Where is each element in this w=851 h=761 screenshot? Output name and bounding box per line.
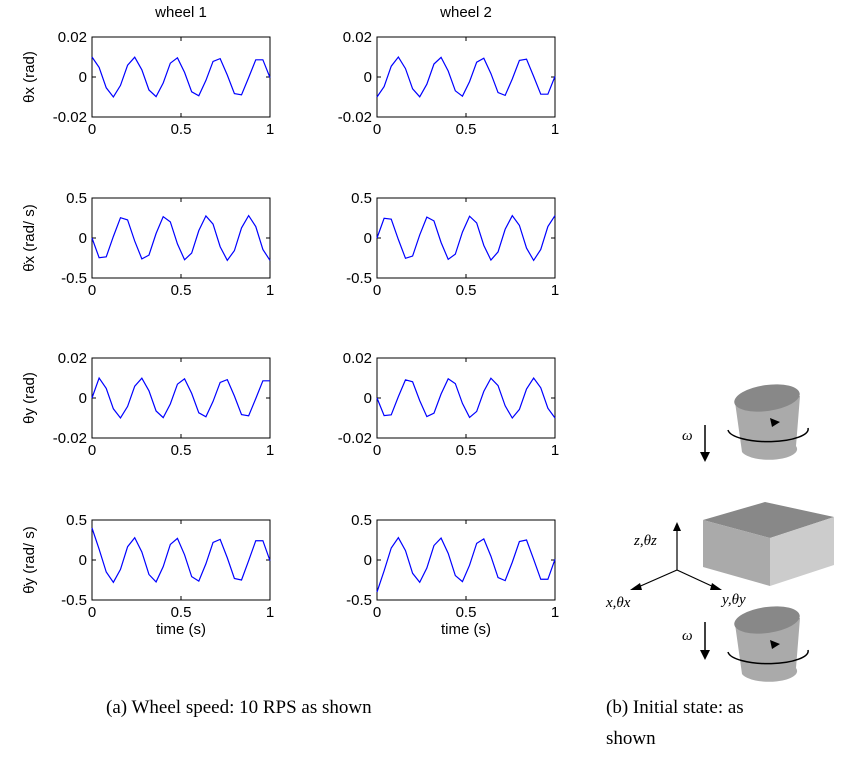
y-tick-label: 0 bbox=[364, 69, 372, 86]
x-tick-label: 0 bbox=[88, 442, 96, 459]
caption-b: shown bbox=[606, 728, 656, 749]
diagram: ω z,θz x,θx y,θy ω bbox=[605, 381, 834, 682]
plot-title: wheel 2 bbox=[439, 4, 492, 21]
y-tick-label: -0.5 bbox=[346, 592, 372, 609]
y-tick-label: -0.02 bbox=[53, 430, 87, 447]
arrowhead bbox=[710, 583, 722, 590]
x-tick-label: 0.5 bbox=[456, 604, 477, 621]
omega-label: ω bbox=[682, 628, 693, 644]
plot-frame bbox=[377, 37, 555, 117]
y-tick-label: -0.02 bbox=[53, 109, 87, 126]
x-axis-label: x,θx bbox=[605, 595, 631, 611]
x-tick-label: 0.5 bbox=[171, 121, 192, 138]
y-tick-label: 0.5 bbox=[351, 190, 372, 207]
y-tick-label: 0 bbox=[364, 552, 372, 569]
x-tick-label: 1 bbox=[266, 442, 274, 459]
x-tick-label: 0 bbox=[88, 121, 96, 138]
plot-frame bbox=[377, 358, 555, 438]
x-tick-label: 0.5 bbox=[171, 442, 192, 459]
x-axis bbox=[636, 570, 677, 588]
arrowhead bbox=[673, 522, 681, 531]
x-tick-label: 0 bbox=[373, 121, 381, 138]
plot-frame bbox=[377, 520, 555, 600]
caption-a: (a) Wheel speed: 10 RPS as shown bbox=[106, 697, 372, 718]
x-tick-label: 0 bbox=[88, 604, 96, 621]
page: ω z,θz x,θx y,θy ω (a) Wheel speed: 10 R… bbox=[0, 0, 851, 761]
caption-b: (b) Initial state: as bbox=[606, 697, 744, 718]
x-tick-label: 0.5 bbox=[456, 121, 477, 138]
z-axis-label: z,θz bbox=[633, 533, 657, 549]
arrowhead bbox=[700, 452, 710, 462]
y-tick-label: 0.02 bbox=[343, 350, 372, 367]
plot-frame bbox=[92, 198, 270, 278]
x-tick-label: 1 bbox=[266, 604, 274, 621]
x-tick-label: 0 bbox=[88, 282, 96, 299]
y-tick-label: 0.5 bbox=[66, 512, 87, 529]
y-tick-label: 0 bbox=[79, 69, 87, 86]
x-tick-label: 0 bbox=[373, 282, 381, 299]
x-tick-label: 1 bbox=[551, 604, 559, 621]
y-tick-label: 0.5 bbox=[351, 512, 372, 529]
x-tick-label: 1 bbox=[551, 282, 559, 299]
plot-title: wheel 1 bbox=[154, 4, 207, 21]
x-tick-label: 0.5 bbox=[456, 442, 477, 459]
y-tick-label: 0 bbox=[79, 390, 87, 407]
y-tick-label: 0 bbox=[79, 230, 87, 247]
x-tick-label: 1 bbox=[551, 121, 559, 138]
y-tick-label: -0.5 bbox=[61, 270, 87, 287]
x-tick-label: 0.5 bbox=[456, 282, 477, 299]
x-tick-label: 0.5 bbox=[171, 604, 192, 621]
x-tick-label: 0 bbox=[373, 442, 381, 459]
y-tick-label: 0.02 bbox=[58, 29, 87, 46]
x-tick-label: 1 bbox=[551, 442, 559, 459]
x-axis-label: time (s) bbox=[441, 621, 491, 638]
y-tick-label: -0.5 bbox=[61, 592, 87, 609]
arrowhead bbox=[630, 583, 642, 590]
y-axis-label: θy (rad) bbox=[21, 372, 38, 424]
y-tick-label: 0 bbox=[364, 230, 372, 247]
y-tick-label: -0.5 bbox=[346, 270, 372, 287]
y-tick-label: -0.02 bbox=[338, 430, 372, 447]
y-tick-label: 0.02 bbox=[58, 350, 87, 367]
x-tick-label: 1 bbox=[266, 121, 274, 138]
figure: ω z,θz x,θx y,θy ω (a) Wheel speed: 10 R… bbox=[0, 0, 851, 761]
x-tick-label: 0.5 bbox=[171, 282, 192, 299]
y-tick-label: 0.5 bbox=[66, 190, 87, 207]
plot-frame bbox=[377, 198, 555, 278]
plot-frame bbox=[92, 37, 270, 117]
y-axis bbox=[677, 570, 716, 588]
y-axis-label: θ̇y (rad/ s) bbox=[21, 526, 38, 594]
x-tick-label: 0 bbox=[373, 604, 381, 621]
y-tick-label: 0.02 bbox=[343, 29, 372, 46]
x-tick-label: 1 bbox=[266, 282, 274, 299]
y-axis-label: θ̇x (rad/ s) bbox=[21, 204, 38, 272]
y-tick-label: 0 bbox=[79, 552, 87, 569]
plot-frame bbox=[92, 520, 270, 600]
plot-frame bbox=[92, 358, 270, 438]
y-tick-label: 0 bbox=[364, 390, 372, 407]
y-axis-label: θx (rad) bbox=[21, 51, 38, 103]
y-tick-label: -0.02 bbox=[338, 109, 372, 126]
arrowhead bbox=[700, 650, 710, 660]
omega-label: ω bbox=[682, 428, 693, 444]
x-axis-label: time (s) bbox=[156, 621, 206, 638]
y-axis-label: y,θy bbox=[720, 592, 746, 608]
